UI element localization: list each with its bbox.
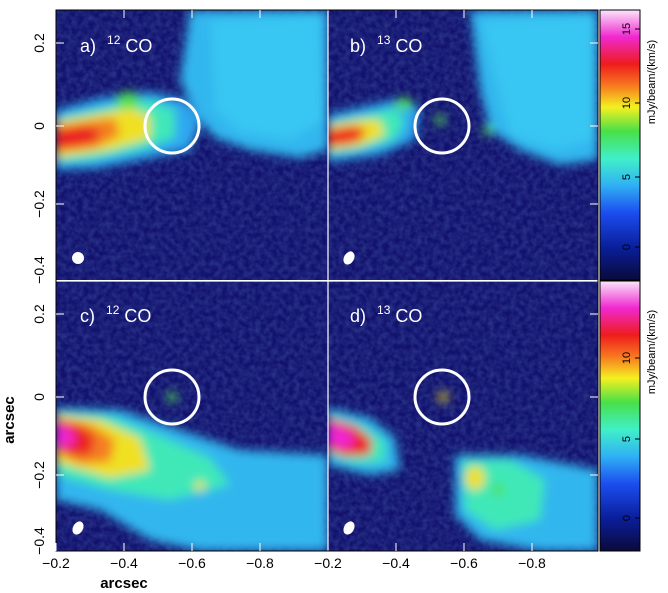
y-tick-bottom-0: 0 <box>31 393 47 401</box>
y-tick-top-0: 0 <box>31 122 47 130</box>
colorbar-bottom-tick-0: 0 <box>621 515 633 521</box>
colorbar-bottom-tick-10: 10 <box>621 352 633 364</box>
colorbar-top-tick-15: 15 <box>621 23 633 35</box>
panel-d-emission <box>328 392 598 551</box>
panel-b-label: b) 13 CO <box>350 28 422 56</box>
y-tick-top-neg0.4: −0.4 <box>31 256 47 284</box>
colorbar-bottom-label: mJy/beam/(km/s) <box>646 310 658 394</box>
colorbar-top-gradient <box>599 9 641 281</box>
panel-d-label: d) 13 CO <box>350 298 422 326</box>
panel-d-target-circle <box>413 368 471 426</box>
colorbar-bottom-tick-5: 5 <box>621 436 633 442</box>
panel-c-label: c) 12 CO <box>80 298 151 326</box>
x-axis-title: arcsec <box>100 575 148 592</box>
panel-a-beam <box>72 252 84 264</box>
panel-tick-marks <box>55 10 598 551</box>
x-tick-left-neg0.8: −0.8 <box>246 555 274 571</box>
y-tick-bottom-0.2: 0.2 <box>31 304 47 324</box>
x-axis-left: −0.2 −0.4 −0.6 −0.8 <box>42 555 274 571</box>
y-tick-bottom-neg0.2: −0.2 <box>31 461 47 489</box>
panel-c-target-circle <box>143 368 201 426</box>
panel-b-emission <box>328 10 598 165</box>
colorbar-top-tick-5: 5 <box>621 174 633 180</box>
x-axis-right: −0.2 −0.4 −0.6 −0.8 <box>314 555 546 571</box>
panel-a-emission <box>56 10 328 170</box>
panel-a-label: a) 12 CO <box>80 28 152 56</box>
panel-c-emission <box>56 392 328 551</box>
colorbar-top-tick-0: 0 <box>621 244 633 250</box>
x-tick-right-neg0.2: −0.2 <box>314 555 342 571</box>
y-axis-title: arcsec <box>1 396 18 444</box>
x-tick-left-neg0.4: −0.4 <box>110 555 138 571</box>
panel-frame-grid <box>55 9 599 552</box>
panel-b-beam <box>343 251 355 265</box>
y-axis-bottom: 0.2 0 −0.2 −0.4 <box>31 304 47 555</box>
x-tick-right-neg0.4: −0.4 <box>382 555 410 571</box>
x-tick-left-neg0.6: −0.6 <box>178 555 206 571</box>
colorbar-top-ticks: 15 10 5 0 <box>621 23 640 250</box>
colorbar-top: 15 10 5 0 mJy/beam/(km/s) <box>599 9 658 281</box>
colorbar-top-label: mJy/beam/(km/s) <box>646 40 658 124</box>
y-tick-top-neg0.2: −0.2 <box>31 190 47 218</box>
x-tick-left-neg0.2: −0.2 <box>42 555 70 571</box>
x-tick-right-neg0.6: −0.6 <box>450 555 478 571</box>
y-tick-bottom-neg0.4: −0.4 <box>31 527 47 555</box>
panel-c-beam <box>72 521 84 535</box>
y-tick-top-0.2: 0.2 <box>31 33 47 53</box>
panel-a-target-circle <box>143 97 201 155</box>
colorbar-bottom: 10 5 0 mJy/beam/(km/s) <box>599 280 658 552</box>
panel-b-target-circle <box>413 97 471 155</box>
y-axis-top: 0.2 0 −0.2 −0.4 <box>31 33 47 284</box>
colorbar-bottom-ticks: 10 5 0 <box>621 352 640 521</box>
colorbar-bottom-gradient <box>599 280 641 552</box>
x-tick-right-neg0.8: −0.8 <box>518 555 546 571</box>
panel-d-beam <box>343 521 355 535</box>
colorbar-top-tick-10: 10 <box>621 97 633 109</box>
